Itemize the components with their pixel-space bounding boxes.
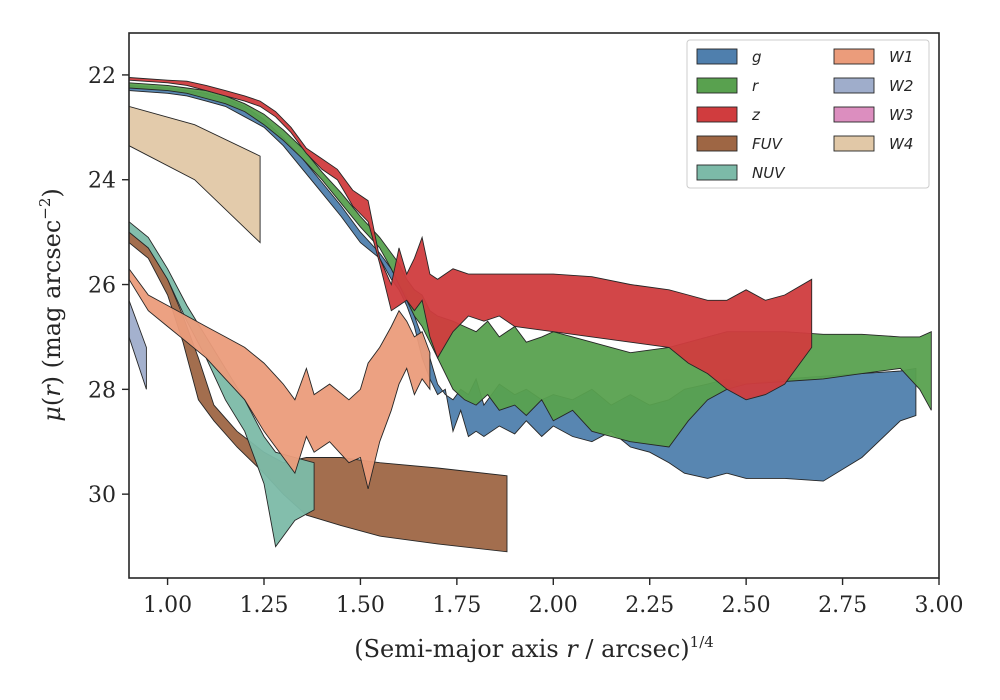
x-tick-label: 2.50 (722, 593, 771, 618)
x-tick-label: 1.25 (240, 593, 289, 618)
x-tick-label: 3.00 (915, 593, 964, 618)
band-w1 (129, 268, 431, 490)
legend-swatch-g (696, 48, 738, 65)
legend-swatch-r (696, 77, 738, 94)
legend-swatch-z (696, 106, 738, 123)
x-tick-label: 2.00 (529, 593, 578, 618)
legend-label-nuv: NUV (752, 164, 786, 182)
x-tick-label: 1.75 (432, 593, 481, 618)
x-tick-label: 2.75 (818, 593, 867, 618)
legend-label-z: z (751, 106, 761, 124)
legend-label-g: g (752, 48, 762, 66)
legend-label-fuv: FUV (752, 135, 784, 153)
legend-label-w2: W2 (889, 77, 913, 95)
x-axis-title-var: r (566, 635, 579, 663)
legend-label-r: r (752, 77, 759, 95)
legend-label-w1: W1 (889, 48, 913, 66)
band-fuv (129, 231, 508, 553)
y-tick-label: 26 (88, 274, 116, 299)
y-tick-label: 30 (88, 483, 116, 508)
y-tick-label: 28 (88, 378, 116, 403)
legend-swatch-fuv (696, 135, 738, 152)
y-tick-label: 24 (88, 169, 116, 194)
y-tick-label: 22 (88, 64, 116, 89)
legend-swatch-w3 (833, 106, 875, 123)
legend-label-w3: W3 (889, 106, 913, 124)
band-w2 (129, 300, 147, 390)
y-axis-title: μ(r) (mag arcsec−2) (36, 188, 66, 422)
legend: grz FUV NUV W1 W2 W3 W4 (686, 39, 930, 189)
bands-layer (129, 77, 932, 553)
legend-label-w4: W4 (889, 135, 913, 153)
legend-items: grz FUV NUV W1 W2 W3 W4 (696, 48, 913, 182)
ticks-layer: 1.00 1.25 1.50 1.75 2.00 2.25 2.50 2.75 3.00 22 24… (88, 64, 963, 618)
x-axis-title-sup: 1/4 (690, 633, 714, 651)
x-axis-title: (Semi-major axis r / arcsec)1/4 (354, 633, 714, 663)
x-tick-label: 1.50 (336, 593, 385, 618)
legend-swatch-w1 (833, 48, 875, 65)
x-tick-label: 1.00 (143, 593, 192, 618)
legend-swatch-nuv (696, 164, 738, 181)
legend-swatch-w4 (833, 135, 875, 152)
plot-frame (128, 32, 940, 579)
legend-swatch-w2 (833, 77, 875, 94)
x-tick-label: 2.25 (625, 593, 674, 618)
band-z (129, 77, 813, 401)
band-w4 (129, 105, 261, 244)
